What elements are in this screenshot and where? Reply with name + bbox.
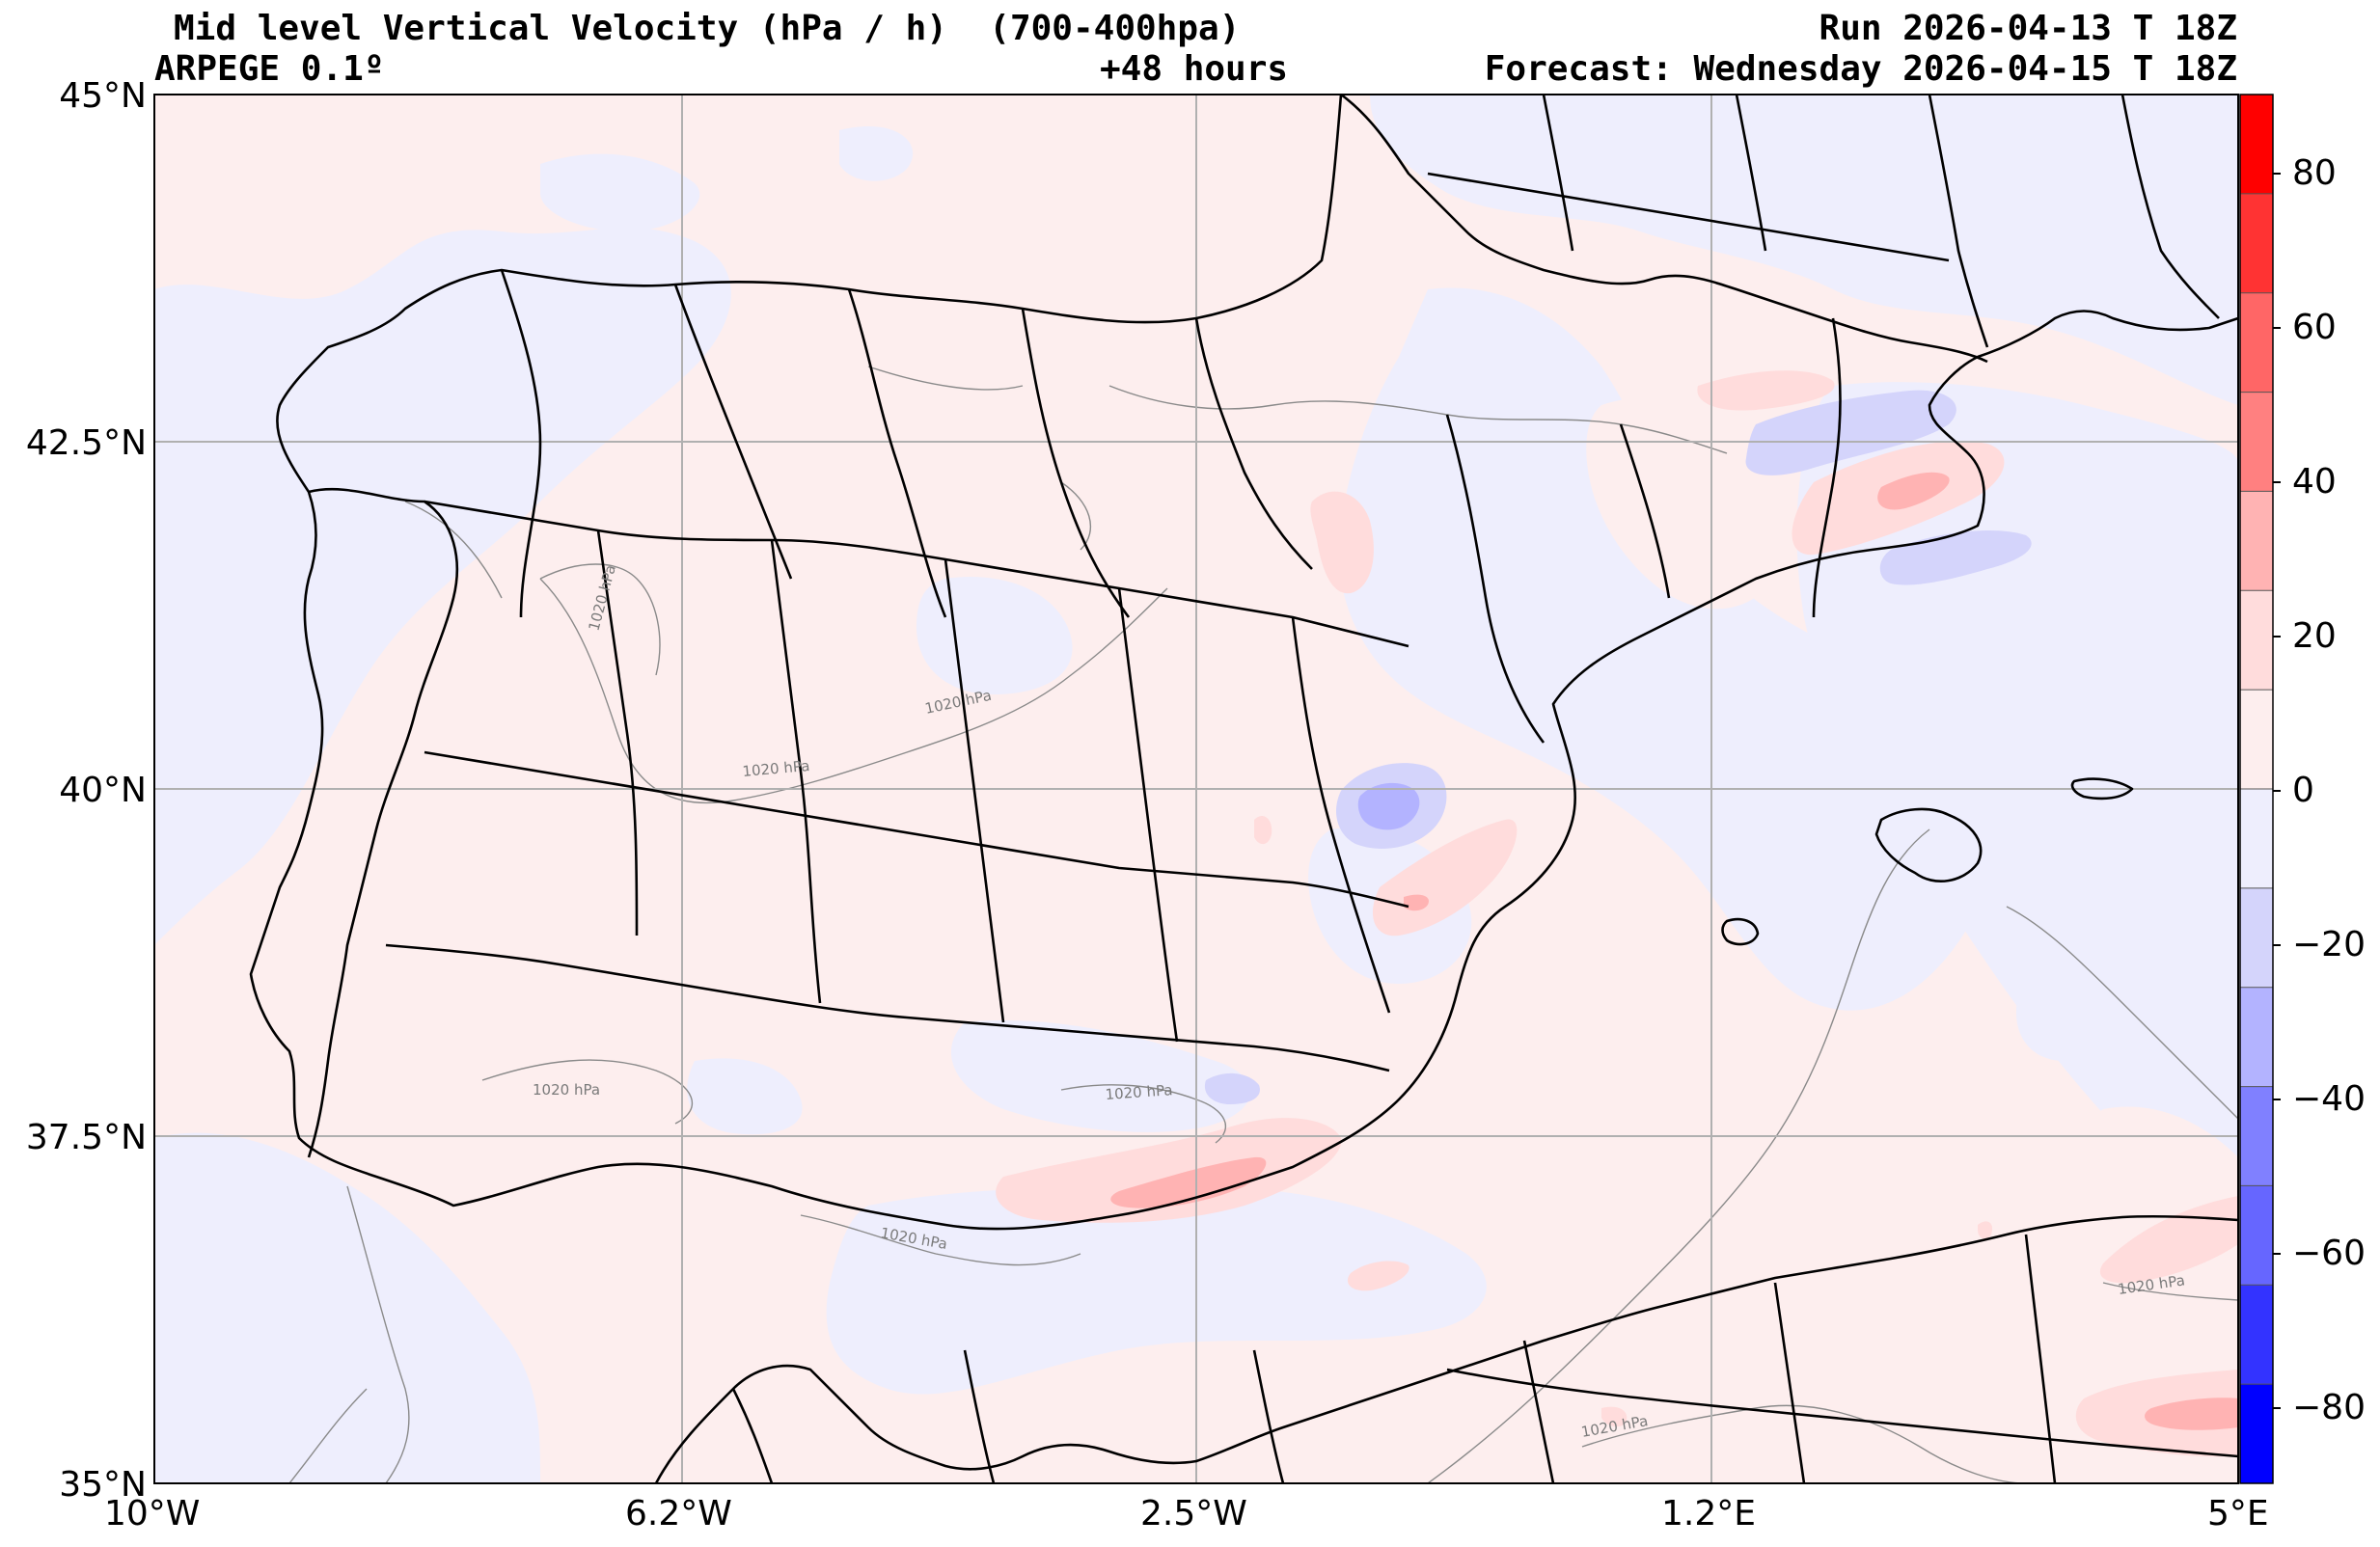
lon-label-1-2e: 1.2°E — [1661, 1494, 1756, 1533]
lat-label-42-5: 42.5°N — [25, 423, 147, 463]
run-label: Run 2026-04-13 T 18Z — [1819, 9, 2237, 48]
graticule — [154, 95, 2238, 1483]
lat-label-37-5: 37.5°N — [25, 1118, 147, 1157]
colorbar-tick-label: 20 — [2292, 616, 2337, 656]
colorbar-tick-label: −20 — [2292, 925, 2366, 964]
mallorca — [1874, 807, 1983, 882]
colorbar-segment — [2240, 1086, 2273, 1186]
colorbar-segment — [2240, 887, 2273, 989]
colorbar-segment — [2240, 1285, 2273, 1385]
lat-label-45: 45°N — [59, 76, 147, 116]
colorbar-segment — [2240, 690, 2273, 790]
isobar-label: 1020 hPa — [533, 1081, 600, 1099]
weak-descent-areas — [154, 95, 2238, 1483]
colorbar-segment — [2240, 590, 2273, 691]
coastlines-and-borders — [249, 95, 2238, 1483]
model-label: ARPEGE 0.1º — [154, 49, 385, 89]
lat-label-40: 40°N — [59, 771, 147, 810]
colorbar-tick-label: 0 — [2292, 771, 2314, 810]
colorbar-tick-label: 40 — [2292, 462, 2337, 502]
lon-label-2-5w: 2.5°W — [1140, 1494, 1247, 1533]
forecast-label: Forecast: Wednesday 2026-04-15 T 18Z — [1484, 49, 2237, 89]
colorbar-segment — [2240, 1384, 2273, 1484]
colorbar-segment — [2240, 292, 2273, 394]
colorbar-segment — [2240, 1185, 2273, 1286]
descent-contours — [1204, 390, 2032, 1104]
map-frame — [153, 94, 2239, 1484]
colorbar-tick-label: 80 — [2292, 153, 2337, 193]
iberia-coastline — [249, 95, 2238, 1231]
france-outline — [1340, 95, 1988, 364]
lon-label-10w: 10°W — [104, 1494, 201, 1533]
colorbar-segment — [2240, 789, 2273, 889]
map-panel: 1020 hPa 1020 hPa 1020 hPa 1020 hPa 1020… — [154, 95, 2238, 1483]
colorbar-segment — [2240, 95, 2273, 195]
colorbar-tick-label: −40 — [2292, 1079, 2366, 1119]
colorbar-segment — [2240, 392, 2273, 492]
colorbar-tick-label: −60 — [2292, 1234, 2366, 1273]
isobar-label: 1020 hPa — [1105, 1081, 1173, 1103]
lon-label-5e: 5°E — [2207, 1494, 2269, 1533]
colorbar-segment — [2240, 987, 2273, 1088]
ibiza — [1721, 917, 1760, 946]
north-africa-coast — [654, 1214, 2238, 1483]
colorbar-segment — [2240, 193, 2273, 294]
colorbar-tick-label: 60 — [2292, 308, 2337, 347]
isobar-lines — [288, 366, 2238, 1483]
colorbar-segment — [2240, 491, 2273, 591]
lat-label-35: 35°N — [59, 1465, 147, 1505]
colorbar-tick-label: −80 — [2292, 1388, 2366, 1427]
lon-label-6-2w: 6.2°W — [625, 1494, 732, 1533]
colorbar-frame — [2239, 94, 2274, 1484]
menorca — [2070, 777, 2134, 801]
colorbar — [2239, 94, 2281, 1484]
chart-title: Mid level Vertical Velocity (hPa / h) (7… — [174, 9, 1241, 48]
lead-time-label: +48 hours — [1100, 49, 1289, 89]
ascent-contours — [996, 370, 2238, 1457]
